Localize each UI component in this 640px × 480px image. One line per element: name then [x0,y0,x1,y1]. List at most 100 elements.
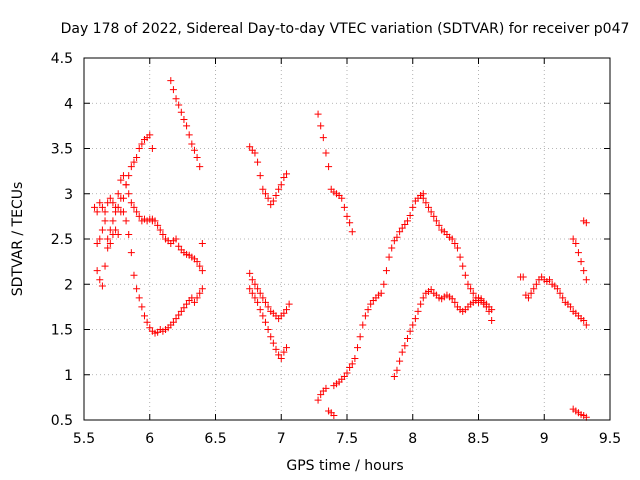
data-point-arc-i [259,312,267,320]
data-point-arc-o [559,294,567,302]
data-point-arc-a [127,199,135,207]
data-point-arc-n [488,316,496,324]
data-point-arc-i [264,326,272,333]
data-point-arc-d [183,300,191,308]
data-point-arc-l [351,354,359,362]
data-point-arc-h [264,303,272,311]
data-point-arc-b [127,163,135,171]
data-point-arc-g [246,143,254,151]
x-tick-label: 8.5 [467,431,489,447]
data-point-arc-e [154,221,162,229]
data-point-arc-n [464,280,472,288]
x-tick-label: 7 [277,431,286,447]
data-point-arc-i [275,351,283,359]
data-point-arc-l [340,373,348,381]
data-point-arc-d [175,311,183,319]
data-point-arc-g [256,172,264,180]
data-point-arc-k [330,411,338,419]
data-point-arc-n [419,194,427,202]
x-tick-label: 6.5 [204,431,226,447]
data-point-arc-d [172,315,180,323]
data-point-arc-n [482,303,490,311]
data-point-arc-g [261,190,269,198]
data-point-arc-i [248,289,256,297]
data-point-arc-j [325,163,333,171]
data-point-arc-n [469,289,477,297]
data-point-arc-a [130,203,138,211]
data-point-arc-f [183,122,191,130]
data-point-arc-q [582,219,590,227]
data-point-arc-f [193,154,201,162]
data-point-arc-h [256,289,264,297]
data-point-arc-p [572,240,580,248]
data-point-arc-b [93,240,101,248]
data-point-arc-l [393,233,401,241]
data-point-arc-e [196,262,204,270]
y-tick-label: 2 [64,277,73,293]
data-point-arc-i [283,344,291,352]
y-tick-label: 4.5 [51,51,73,67]
data-point-arc-a [109,199,117,207]
data-point-arc-l [390,237,398,245]
data-point-arc-f [169,86,177,94]
data-point-arc-n [435,221,443,229]
data-point-arc-d [193,294,201,302]
data-point-arc-n [430,212,438,220]
data-point-arc-c [96,276,104,284]
data-point-arc-j [340,203,348,211]
data-point-arc-p [582,276,590,284]
data-point-arc-b [138,140,146,148]
data-point-arc-g [259,185,267,193]
data-point-arc-b [114,230,122,238]
data-point-arc-d [198,285,206,293]
data-point-arc-g [251,149,259,157]
data-point-arc-i [267,333,275,341]
data-point-arc-m [393,366,401,374]
x-tick-label: 9.5 [599,431,621,447]
data-point-arc-e [151,217,159,225]
data-point-arc-o [546,276,554,284]
data-point-arc-l [359,321,367,329]
data-point-arc-d [133,285,141,293]
data-point-arc-b [98,226,106,234]
data-point-arc-o [519,273,527,281]
data-point-arc-n [459,262,467,270]
data-point-arc-c [101,262,109,270]
data-point-arc-i [277,354,285,362]
data-point-arc-l [401,221,409,229]
data-point-arc-f [177,108,185,116]
data-point-arc-i [280,348,288,356]
data-point-arc-g [277,181,285,189]
data-point-arc-d [140,312,148,320]
data-point-arc-f [180,116,188,124]
data-point-arc-c [109,217,117,225]
data-point-arc-m [396,357,404,365]
data-point-arc-d [146,324,154,332]
data-point-arc-o [532,280,540,288]
data-points [91,77,590,421]
data-point-arc-a [106,194,114,202]
data-point-arc-g [254,158,262,166]
data-point-arc-g [280,173,288,181]
x-tick-label: 6 [145,431,154,447]
data-point-arc-o [530,285,538,293]
data-point-arc-l [367,300,375,308]
data-point-arc-i [261,318,269,326]
data-point-arc-m [448,295,456,303]
data-point-arc-n [422,199,430,207]
data-point-arc-n [451,240,459,248]
data-point-arc-o [580,316,588,324]
data-point-arc-n [461,271,469,279]
data-point-arc-m [414,307,422,315]
data-point-arc-k [322,384,330,392]
data-point-arc-d [122,217,130,225]
data-point-arc-d [177,307,185,315]
data-point-arc-d [125,230,133,238]
data-point-arc-j [348,228,356,236]
y-tick-label: 4 [64,96,73,112]
data-point-arc-h [254,285,262,293]
data-point-arc-b [104,235,112,243]
data-point-arc-n [427,208,435,216]
data-point-arc-a [93,208,101,216]
